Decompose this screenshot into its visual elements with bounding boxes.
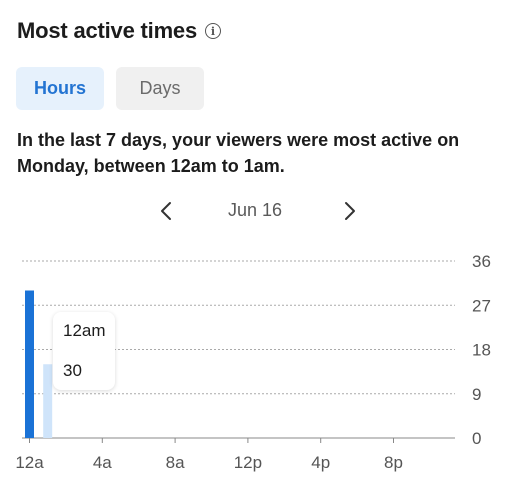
tab-days[interactable]: Days — [116, 67, 204, 110]
chevron-left-icon[interactable] — [156, 196, 176, 226]
y-tick-label: 18 — [472, 341, 491, 360]
page-title: Most active times — [17, 18, 198, 43]
date-navigation: Jun 16 — [0, 196, 518, 226]
y-tick-label: 9 — [472, 385, 481, 404]
tab-bar: Hours Days — [16, 67, 204, 110]
x-tick-label: 4p — [311, 453, 330, 472]
y-tick-label: 27 — [472, 296, 491, 315]
activity-bar-chart: 0 9 18 27 36 12a 4a 8a 12p 4p 8p — [15, 252, 491, 472]
x-tick-label: 8a — [166, 453, 185, 472]
x-tick-label: 8p — [384, 453, 403, 472]
chevron-right-icon[interactable] — [340, 196, 360, 226]
tooltip-time: 12am — [63, 321, 106, 340]
y-tick-label: 36 — [472, 252, 491, 271]
x-tick-label: 12p — [234, 453, 262, 472]
x-tick-label: 12a — [15, 453, 44, 472]
summary-text: In the last 7 days, your viewers were mo… — [17, 130, 460, 176]
y-tick-label: 0 — [472, 429, 481, 448]
chart-bar[interactable] — [25, 290, 34, 439]
chart-tooltip: 12am 30 — [53, 312, 115, 390]
info-icon[interactable]: i — [205, 23, 222, 39]
tab-hours[interactable]: Hours — [16, 67, 104, 110]
section-header: Most active times i — [17, 18, 222, 44]
chart-bar[interactable] — [43, 364, 53, 438]
x-tick-label: 4a — [93, 453, 112, 472]
tooltip-value: 30 — [63, 361, 82, 380]
date-label: Jun 16 — [227, 200, 283, 220]
